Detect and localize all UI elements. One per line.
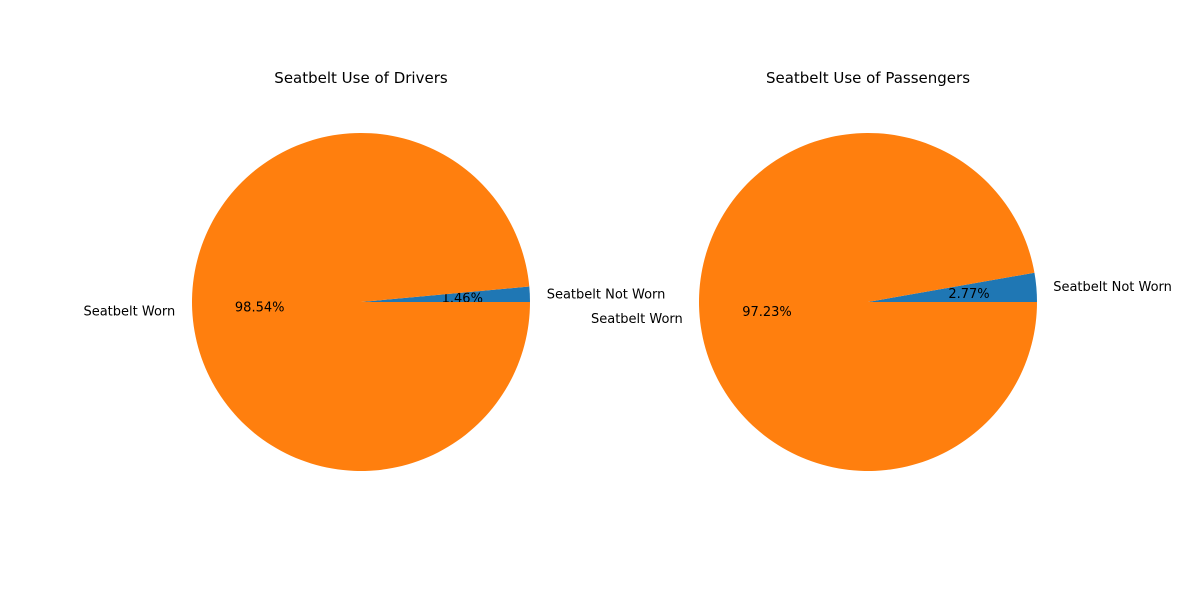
slice-label-drivers-seatbelt-not-worn: Seatbelt Not Worn	[547, 287, 666, 302]
slices-passengers: Seatbelt Not Worn 2.77% Seatbelt Worn 97.23…	[591, 133, 1172, 472]
slice-label-passengers-seatbelt-worn: Seatbelt Worn	[591, 312, 683, 327]
pie-slice-drivers-seatbelt-not-worn	[361, 286, 530, 302]
pie-slice-drivers-seatbelt-worn	[192, 133, 531, 472]
pie-slice-passengers-seatbelt-worn	[699, 133, 1037, 472]
slice-label-drivers-seatbelt-worn: Seatbelt Worn	[83, 305, 175, 320]
slice-label-passengers-seatbelt-not-worn: Seatbelt Not Worn	[1053, 280, 1172, 295]
chart-title-passengers: Seatbelt Use of Passengers	[766, 69, 970, 87]
slice-percent-drivers-seatbelt-worn: 98.54%	[235, 301, 285, 316]
slice-percent-passengers-seatbelt-not-worn: 2.77%	[948, 287, 989, 302]
pie-slice-passengers-seatbelt-not-worn	[868, 272, 1037, 302]
chart-drivers: Seatbelt Use of Drivers Seatbelt Not Wor…	[83, 69, 666, 472]
chart-passengers: Seatbelt Use of Passengers Seatbelt Not …	[591, 69, 1172, 472]
chart-title-drivers: Seatbelt Use of Drivers	[274, 69, 448, 87]
slice-percent-passengers-seatbelt-worn: 97.23%	[742, 305, 792, 320]
